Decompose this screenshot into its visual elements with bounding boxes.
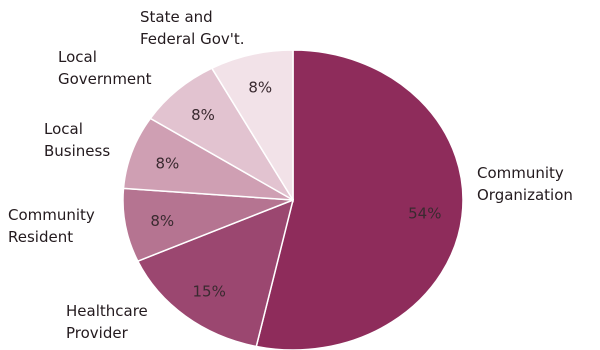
slice-category-line-1-1: Provider [66, 324, 129, 342]
slice-category-line-2-0: Community [8, 206, 95, 224]
slice-category-line-3-1: Business [44, 142, 110, 160]
slice-category-label-0: Community Organization [477, 164, 573, 204]
slice-category-line-0-1: Organization [477, 186, 573, 204]
pie-slice-0 [255, 49, 464, 350]
slice-category-line-5-0: State and [140, 8, 213, 26]
slice-category-line-5-1: Federal Gov't. [140, 30, 245, 48]
slice-percent-label-3: 8% [156, 155, 180, 173]
slice-category-line-2-1: Resident [8, 228, 73, 246]
pie-slice-5 [210, 49, 294, 203]
slice-category-label-5: State and Federal Gov't. [140, 8, 245, 48]
slice-category-line-4-1: Government [58, 70, 152, 88]
slice-percent-label-0: 54% [408, 205, 441, 223]
slice-category-line-3-0: Local [44, 120, 83, 138]
slice-category-line-0-0: Community [477, 164, 564, 182]
slice-category-label-1: Healthcare Provider [66, 302, 148, 342]
slice-category-line-1-0: Healthcare [66, 302, 148, 320]
slice-percent-label-5: 8% [248, 79, 272, 97]
pie-slice-1 [136, 198, 295, 348]
slice-category-line-4-0: Local [58, 48, 97, 66]
slice-percent-label-4: 8% [191, 106, 215, 124]
slice-category-label-3: Local Business [44, 120, 110, 160]
percent-labels: 54% 15% 8% 8% 8% 8% [150, 79, 441, 301]
slice-category-label-4: Local Government [58, 48, 152, 88]
pie-slices [122, 49, 464, 350]
slice-category-label-2: Community Resident [8, 206, 95, 246]
category-labels: Community Organization Healthcare Provider C… [8, 8, 573, 342]
slice-percent-label-1: 15% [193, 283, 226, 301]
slice-percent-label-2: 8% [150, 212, 174, 230]
